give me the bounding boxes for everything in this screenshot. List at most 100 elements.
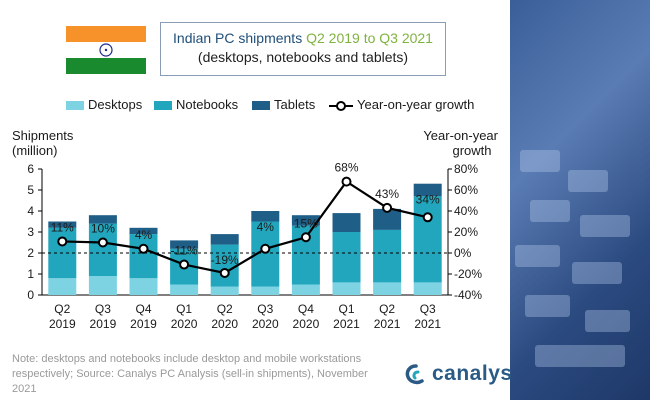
growth-data-label: 4% [135, 228, 153, 242]
bar-notebooks [88, 223, 117, 277]
bar-tablets [48, 221, 77, 228]
x-tick-label-quarter: Q3 [420, 302, 436, 316]
left-tick-label: 2 [27, 246, 34, 260]
growth-data-label: 4% [257, 220, 275, 234]
right-tick-label: 40% [454, 204, 478, 218]
left-tick-label: 5 [27, 183, 34, 197]
x-tick-label-year: 2019 [49, 317, 76, 331]
india-flag [66, 26, 146, 74]
legend-tablets: Tablets [252, 97, 315, 112]
growth-data-label: -19% [211, 253, 239, 267]
chart-plot: Shipments (million) Year-on-year growth … [12, 128, 499, 331]
bar-notebooks [373, 229, 402, 283]
bar-desktops [413, 282, 442, 295]
source-note: Note: desktops and notebooks include des… [12, 353, 368, 395]
flag-saffron-band [66, 26, 146, 42]
growth-point [219, 267, 230, 278]
x-tick-label-year: 2019 [90, 317, 117, 331]
bar-notebooks [210, 244, 239, 287]
growth-point [382, 202, 393, 213]
bar-tablets [373, 208, 402, 230]
x-tick-label-year: 2020 [293, 317, 320, 331]
growth-data-label: 43% [375, 187, 399, 201]
growth-point [300, 232, 311, 243]
growth-point [97, 237, 108, 248]
bar-notebooks [332, 232, 361, 283]
x-tick-label-year: 2021 [414, 317, 441, 331]
legend-notebooks-label: Notebooks [176, 97, 239, 112]
right-tick-label: -40% [454, 288, 482, 302]
bar-desktops [210, 286, 239, 295]
left-axis-title-2: (million) [12, 143, 58, 158]
growth-point [422, 212, 433, 223]
x-tick-label-year: 2021 [333, 317, 360, 331]
ashoka-chakra-icon [99, 43, 113, 57]
left-tick-label: 6 [27, 162, 34, 176]
x-tick-label-year: 2021 [374, 317, 401, 331]
legend-notebooks: Notebooks [154, 97, 238, 112]
legend-tablets-swatch [252, 101, 270, 111]
growth-line [62, 180, 428, 275]
x-tick-label-quarter: Q2 [54, 302, 70, 316]
canalys-logo-text: canalys [432, 362, 513, 385]
title-line2: (desktops, notebooks and tablets) [197, 49, 409, 65]
bar-desktops [88, 276, 117, 295]
bar-tablets [170, 240, 199, 249]
bar-desktops [48, 278, 77, 295]
bar-tablets [129, 227, 158, 235]
legend-notebooks-swatch [154, 101, 172, 111]
bar-desktops [251, 286, 280, 295]
legend-growth-line-icon [329, 100, 353, 111]
title-line1-prefix: Indian PC shipments [173, 30, 307, 46]
plot-area: 0123456-40%-20%0%20%40%60%80%Q22019Q3201… [27, 161, 482, 331]
x-tick-label-quarter: Q3 [257, 302, 273, 316]
legend-desktops: Desktops [66, 97, 142, 112]
left-tick-label: 1 [27, 267, 34, 281]
growth-point [341, 176, 352, 187]
growth-data-label: -11% [171, 244, 198, 258]
right-tick-label: 0% [454, 246, 472, 260]
x-tick-label-quarter: Q1 [338, 302, 354, 316]
bar-tablets [332, 213, 361, 232]
growth-data-label: 11% [51, 220, 74, 234]
x-tick-label-quarter: Q3 [95, 302, 111, 316]
legend-tablets-label: Tablets [274, 97, 316, 112]
bar-tablets [210, 234, 239, 245]
growth-point [260, 243, 271, 254]
chart-title: Indian PC shipments Q2 2019 to Q3 2021 (… [160, 22, 446, 76]
bar-tablets [413, 183, 442, 197]
growth-point [138, 243, 149, 254]
flag-green-band [66, 58, 146, 74]
canalys-logo-icon [405, 364, 424, 385]
right-tick-label: 80% [454, 162, 478, 176]
right-tick-label: 20% [454, 225, 478, 239]
growth-point [179, 259, 190, 270]
x-tick-label-year: 2019 [130, 317, 157, 331]
bar-desktops [373, 282, 402, 295]
bar-desktops [291, 284, 320, 295]
left-tick-label: 4 [27, 204, 34, 218]
x-tick-label-quarter: Q4 [135, 302, 151, 316]
bar-notebooks [129, 234, 158, 279]
x-tick-label-quarter: Q1 [176, 302, 192, 316]
right-tick-label: 60% [454, 183, 478, 197]
legend-growth-label: Year-on-year growth [357, 97, 475, 112]
bar-tablets [291, 215, 320, 226]
left-tick-label: 0 [27, 288, 34, 302]
x-tick-label-year: 2020 [252, 317, 279, 331]
left-tick-label: 3 [27, 225, 34, 239]
growth-data-label: 68% [334, 161, 358, 175]
bar-tablets [251, 211, 280, 222]
x-tick-label-quarter: Q2 [379, 302, 395, 316]
flag-white-band [66, 42, 146, 58]
right-axis-title-1: Year-on-year [423, 128, 498, 143]
bar-desktops [170, 284, 199, 295]
bar-notebooks [413, 196, 442, 283]
bar-tablets [88, 215, 117, 224]
left-axis-title-1: Shipments [12, 128, 74, 143]
growth-data-label: 34% [416, 193, 440, 207]
growth-data-label: 10% [91, 222, 115, 236]
x-tick-label-year: 2020 [211, 317, 238, 331]
growth-data-label: 15% [294, 216, 318, 230]
x-tick-label-year: 2020 [171, 317, 198, 331]
